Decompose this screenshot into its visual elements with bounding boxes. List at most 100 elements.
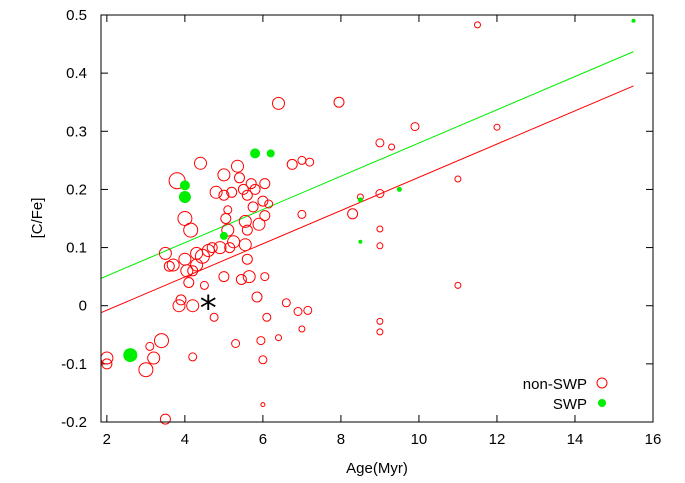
non-swp-point: [172, 299, 186, 313]
non-swp-point: [281, 298, 291, 308]
y-tick-label: 0: [79, 298, 87, 315]
non-swp-point: [241, 224, 253, 236]
swp-point: [396, 186, 402, 192]
swp-point: [123, 348, 138, 363]
y-tick-label: 0.2: [66, 181, 87, 198]
non-swp-point: [493, 123, 501, 131]
non-swp-point: [227, 235, 241, 249]
non-swp-point: [234, 172, 245, 184]
non-swp-point: [138, 362, 154, 378]
non-swp-point: [101, 358, 113, 370]
non-swp-point: [259, 178, 271, 190]
swp-point: [250, 148, 261, 159]
legend: non-SWP SWP: [523, 376, 608, 413]
non-swp-point: [231, 339, 241, 348]
non-swp-point: [237, 183, 249, 195]
non-swp-point: [333, 96, 345, 108]
non-swp-point: [241, 253, 253, 265]
legend-label-non-swp: non-SWP: [523, 376, 587, 393]
non-swp-point: [175, 294, 187, 306]
non-swp-point: [249, 183, 261, 195]
non-swp-point: [303, 305, 313, 315]
non-swp-point: [376, 242, 384, 250]
y-tick-label: -0.2: [61, 414, 87, 431]
x-axis-label: Age(Myr): [346, 460, 408, 477]
tick-marks: [101, 14, 654, 423]
non-swp-point: [154, 333, 169, 349]
non-swp-point: [262, 312, 272, 322]
non-swp-point: [376, 225, 384, 233]
non-swp-point: [213, 241, 227, 255]
non-swp-point: [258, 355, 268, 365]
non-swp-point: [159, 413, 171, 425]
non-swp-point: [305, 157, 315, 167]
legend-label-swp: SWP: [553, 396, 587, 413]
fit-line: [100, 51, 634, 279]
non-swp-point: [241, 189, 253, 201]
non-swp-point: [163, 260, 175, 272]
non-swp-point: [183, 277, 195, 288]
non-swp-point: [293, 307, 303, 316]
non-swp-point: [454, 281, 462, 289]
non-swp-point: [147, 351, 161, 365]
non-swp-point: [275, 334, 282, 342]
swp-point: [178, 191, 191, 203]
non-swp-point: [199, 280, 209, 290]
swp-point: [179, 180, 190, 191]
y-tick-labels: -0.2 -0.1 0 0.1 0.2 0.3 0.4 0.5: [61, 7, 87, 431]
non-swp-point: [257, 195, 269, 207]
non-swp-point: [166, 258, 180, 272]
non-swp-point: [180, 264, 194, 278]
non-swp-point: [298, 325, 306, 333]
y-tick-label: 0.4: [66, 65, 87, 82]
non-swp-point: [297, 155, 307, 165]
non-swp-point: [209, 312, 219, 322]
swp-point: [358, 239, 363, 244]
non-swp-point: [259, 210, 271, 222]
non-swp-point: [376, 328, 384, 336]
non-swp-point: [388, 143, 396, 151]
non-swp-point: [245, 178, 257, 190]
y-axis-label: [C/Fe]: [29, 198, 46, 239]
non-swp-point: [272, 96, 285, 110]
non-swp-point: [238, 238, 252, 252]
non-swp-point: [235, 274, 247, 285]
non-swp-point: [231, 159, 244, 173]
non-swp-point: [347, 208, 359, 220]
non-swp-point: [454, 175, 462, 183]
x-tick-label: 8: [337, 431, 345, 448]
non-swp-point: [252, 217, 266, 231]
non-swp-point: [206, 242, 218, 254]
swp-point: [266, 149, 275, 158]
non-swp-point: [474, 21, 481, 29]
x-tick-label: 10: [411, 431, 428, 448]
non-swp-point: [145, 341, 155, 351]
legend-marker-swp: [598, 399, 606, 407]
non-swp-point: [183, 222, 199, 238]
non-swp-point: [217, 168, 231, 182]
non-swp-point: [188, 352, 198, 362]
non-swp-point: [260, 402, 266, 408]
non-swp-point: [286, 158, 298, 170]
non-swp-point: [375, 189, 385, 198]
y-tick-label: 0.5: [66, 7, 87, 24]
y-tick-label: -0.1: [61, 356, 87, 373]
plot-frame: [100, 14, 654, 423]
non-swp-point: [218, 271, 230, 283]
sun-marker: *: [200, 289, 217, 329]
non-swp-point: [226, 186, 238, 198]
fit-lines: [100, 51, 634, 314]
non-swp-point: [256, 336, 266, 346]
non-swp-point: [247, 201, 259, 213]
swp-point: [219, 231, 228, 240]
non-swp-point: [194, 156, 207, 170]
legend-marker-non-swp: [596, 377, 608, 389]
x-tick-label: 16: [645, 431, 662, 448]
non-swp-point: [186, 299, 200, 313]
x-tick-label: 12: [489, 431, 506, 448]
x-tick-label: 4: [181, 431, 189, 448]
non-swp-point: [264, 199, 274, 209]
non-swp-point: [375, 138, 385, 148]
non-swp-point: [260, 272, 270, 282]
non-swp-point: [238, 214, 252, 228]
